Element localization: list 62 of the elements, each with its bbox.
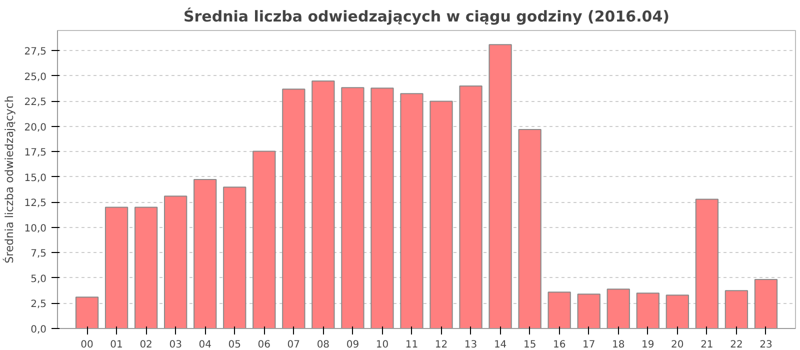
bar	[194, 179, 217, 328]
y-tick-label: 15,0	[24, 172, 46, 184]
x-tick-label: 03	[169, 340, 182, 350]
bar	[75, 296, 99, 328]
bar	[134, 206, 158, 328]
x-tick-label: 21	[700, 340, 714, 350]
bar	[400, 93, 424, 328]
bar	[606, 288, 630, 328]
x-tick-label: 19	[642, 340, 654, 350]
x-tick-label: 20	[671, 340, 684, 350]
bar	[341, 87, 364, 328]
y-tick-label: 12,5	[24, 198, 46, 210]
x-tick-label: 08	[316, 340, 330, 350]
bar	[370, 88, 394, 328]
y-tick-label: 0,0	[30, 324, 47, 336]
x-tick-label: 01	[110, 340, 123, 350]
x-tick-label: 13	[464, 340, 478, 350]
x-tick-label: 12	[434, 340, 448, 350]
bar	[104, 206, 128, 328]
x-tick-label: 09	[346, 340, 360, 350]
bar	[252, 150, 276, 328]
y-tick-label: 2,5	[30, 299, 47, 310]
bar	[636, 292, 660, 328]
y-tick-label: 5,0	[30, 274, 47, 285]
x-tick-label: 16	[552, 340, 566, 350]
bar	[577, 294, 600, 328]
bar	[518, 128, 542, 328]
x-tick-label: 06	[258, 340, 271, 350]
x-tick-label: 05	[228, 340, 241, 350]
bar	[223, 186, 246, 328]
x-tick-label: 02	[140, 340, 152, 350]
y-tick-label: 22,5	[24, 97, 46, 108]
x-tick-label: 07	[287, 340, 300, 350]
x-tick-label: 22	[730, 340, 743, 350]
y-axis-title: Średnia liczba odwiedzających	[2, 96, 16, 264]
y-tick-label: 27,5	[24, 46, 46, 58]
bar	[724, 290, 748, 328]
x-tick-label: 11	[405, 340, 418, 350]
x-tick-label: 17	[582, 340, 596, 350]
y-tick-label: 10,0	[24, 223, 46, 234]
x-tick-label: 10	[376, 340, 389, 350]
y-tick-label: 25,0	[24, 72, 46, 83]
x-tick-label: 00	[80, 340, 94, 350]
bar	[666, 294, 689, 328]
x-tick-label: 18	[612, 340, 625, 350]
bar	[548, 292, 571, 328]
bar	[459, 86, 482, 328]
x-tick-label: 04	[198, 340, 212, 350]
x-tick-label: 15	[523, 340, 536, 350]
y-tick-label: 20,0	[24, 122, 46, 134]
bar	[695, 198, 719, 328]
bar	[312, 80, 335, 328]
bar	[754, 279, 778, 328]
x-tick-label: 14	[494, 340, 507, 350]
chart-title: Średnia liczba odwiedzających w ciągu godziny (2016.04)	[183, 8, 670, 26]
bar	[164, 196, 188, 328]
y-tick-label: 17,5	[24, 148, 46, 159]
bar	[488, 44, 512, 328]
x-tick-label: 23	[760, 340, 772, 350]
bar	[282, 88, 306, 328]
y-tick-label: 7,5	[30, 248, 47, 260]
bar	[430, 100, 453, 328]
